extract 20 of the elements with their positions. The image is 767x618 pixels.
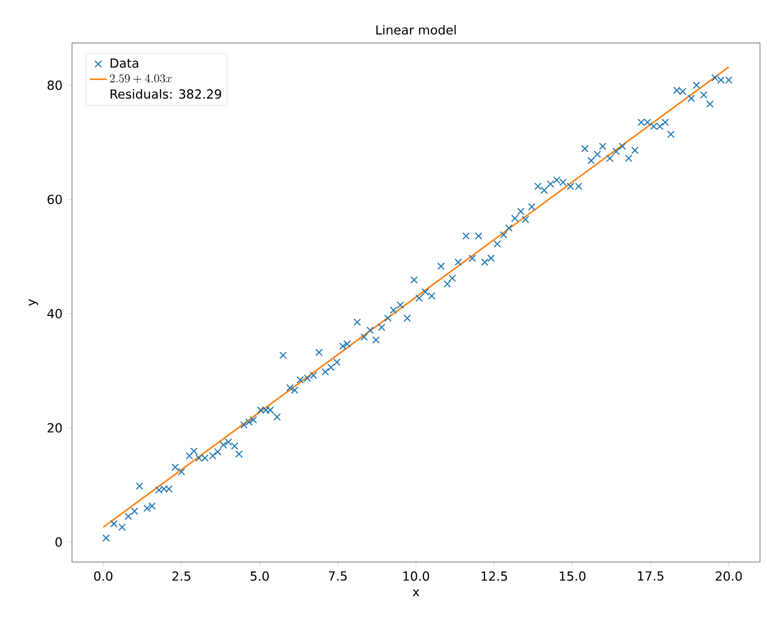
y-tick-label: 0	[56, 537, 62, 547]
y-tick-label: 60	[48, 194, 62, 204]
y-tick-label: 40	[47, 308, 62, 318]
x-tick-label: 17.5	[638, 571, 664, 581]
x-tick-label: 7.5	[328, 571, 347, 581]
y-tick-label: 80	[48, 80, 62, 90]
legend-label: $2.59 + 4.03x$	[110, 74, 172, 84]
x-tick-label: 10.0	[403, 571, 430, 581]
y-tick-label: 20	[48, 423, 62, 433]
x-tick-label: 5.0	[250, 571, 269, 581]
x-tick-label: 0.0	[94, 571, 112, 581]
x-axis-title: x	[412, 589, 420, 596]
x-tick-label: 2.5	[172, 571, 190, 581]
y-axis-title: y	[28, 299, 38, 306]
annotation: Residuals: 382.29	[110, 89, 222, 99]
x-tick-label: 15.0	[560, 571, 586, 581]
x-tick-label: 20.0	[716, 571, 742, 581]
legend-label: Data	[110, 58, 138, 68]
x-tick-label: 12.5	[482, 571, 508, 581]
chart-title: Linear model	[376, 24, 456, 35]
